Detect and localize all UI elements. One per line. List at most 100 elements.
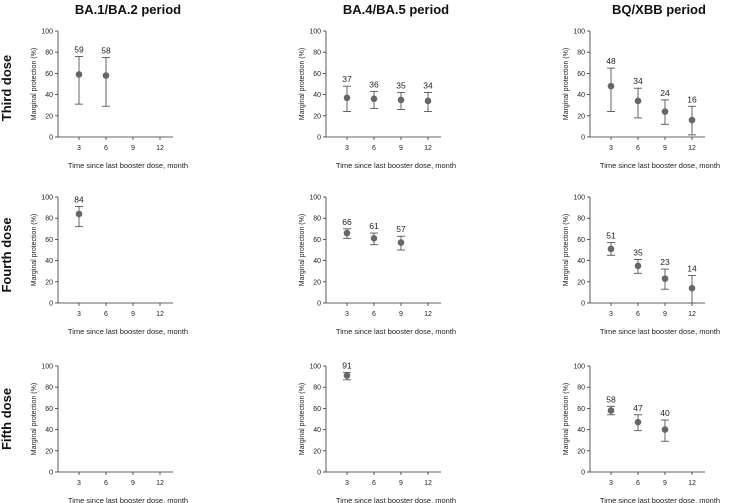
x-tick-label: 6 [372, 145, 376, 152]
data-label: 91 [342, 360, 352, 370]
data-label: 66 [342, 217, 352, 227]
y-tick-label: 80 [577, 385, 585, 392]
y-tick-label: 20 [45, 113, 53, 120]
x-axis-title: Time since last booster dose, month [68, 496, 188, 503]
x-tick-label: 12 [424, 311, 432, 318]
data-point [75, 210, 83, 218]
data-point [607, 245, 615, 253]
panel-fourth-dose-ba4-ba5: 0 20 40 60 80 100 3 6 9 12 Marginal protection (%)… [299, 195, 456, 337]
data-point [397, 239, 405, 246]
x-tick-label: 9 [663, 145, 667, 152]
row-title-fifth-dose: Fifth dose [0, 388, 14, 450]
data-point [634, 262, 642, 270]
data-label: 24 [660, 88, 670, 98]
x-tick-label: 9 [131, 145, 135, 152]
x-axis-title: Time since last booster dose, month [336, 496, 456, 503]
x-tick-label: 12 [156, 145, 164, 152]
data-label: 48 [606, 56, 616, 66]
y-tick-label: 20 [45, 279, 53, 286]
y-axis-title: Marginal protection (%) [31, 48, 38, 120]
x-tick-label: 12 [156, 311, 164, 318]
data-point [688, 116, 696, 124]
x-tick-label: 12 [156, 480, 164, 487]
y-tick-label: 40 [45, 92, 53, 99]
panel-fourth-dose-ba1-ba2: 0 20 40 60 80 100 3 6 9 12 Marginal protection (%)… [31, 195, 188, 337]
panel-third-dose-bq-xbb: 0 20 40 60 80 100 3 6 9 12 Marginal protection (%)… [563, 29, 720, 171]
y-axis-title: Marginal protection (%) [563, 48, 570, 120]
x-axis-title: Time since last booster dose, month [336, 161, 456, 170]
data-point [343, 229, 351, 237]
y-tick-label: 100 [309, 195, 321, 202]
y-tick-label: 60 [313, 237, 321, 244]
y-axis-title: Marginal protection (%) [31, 214, 38, 286]
row-title-third-dose: Third dose [0, 55, 14, 121]
data-label: 40 [660, 408, 670, 418]
x-axis-title: Time since last booster dose, month [336, 327, 456, 336]
x-tick-label: 3 [345, 145, 349, 152]
y-tick-label: 100 [41, 195, 53, 202]
y-axis-title: Marginal protection (%) [563, 214, 570, 286]
data-point [370, 235, 378, 242]
y-tick-label: 60 [577, 237, 585, 244]
y-tick-label: 100 [573, 195, 585, 202]
x-tick-label: 9 [399, 480, 403, 487]
data-point [634, 418, 642, 426]
column-title-ba4-ba5: BA.4/BA.5 period [343, 2, 449, 17]
data-point [661, 108, 669, 115]
y-tick-label: 80 [577, 50, 585, 57]
y-tick-label: 20 [313, 113, 321, 120]
x-axis-title: Time since last booster dose, month [600, 496, 720, 503]
y-tick-label: 20 [313, 279, 321, 286]
y-tick-label: 0 [317, 470, 321, 477]
y-tick-label: 80 [45, 50, 53, 57]
y-tick-label: 100 [41, 364, 53, 371]
panel-third-dose-ba1-ba2: 0 20 40 60 80 100 3 6 9 12 Marginal protection (%)… [31, 29, 188, 171]
x-tick-label: 6 [636, 480, 640, 487]
data-label: 37 [342, 74, 352, 84]
data-point [634, 97, 642, 105]
x-axis-title: Time since last booster dose, month [600, 327, 720, 336]
column-title-bq-xbb: BQ/XBB period [612, 2, 706, 17]
x-tick-label: 3 [609, 480, 613, 487]
x-tick-label: 12 [424, 145, 432, 152]
data-label: 58 [101, 46, 111, 56]
x-tick-label: 6 [104, 145, 108, 152]
x-tick-label: 12 [688, 480, 696, 487]
y-tick-label: 40 [45, 427, 53, 434]
x-tick-label: 6 [104, 311, 108, 318]
y-axis-title: Marginal protection (%) [299, 214, 306, 286]
x-tick-label: 12 [688, 311, 696, 318]
data-point [370, 95, 378, 103]
y-axis-title: Marginal protection (%) [31, 383, 38, 455]
y-tick-label: 60 [45, 71, 53, 78]
x-tick-label: 9 [663, 480, 667, 487]
x-tick-label: 12 [688, 145, 696, 152]
x-tick-label: 6 [636, 145, 640, 152]
y-tick-label: 80 [45, 385, 53, 392]
data-point [397, 96, 405, 104]
y-tick-label: 100 [41, 29, 53, 36]
data-point [607, 82, 615, 90]
y-tick-label: 60 [45, 406, 53, 413]
x-tick-label: 6 [636, 311, 640, 318]
data-point [661, 426, 669, 433]
y-axis-title: Marginal protection (%) [563, 383, 570, 455]
y-tick-label: 40 [45, 258, 53, 265]
x-tick-label: 3 [345, 311, 349, 318]
y-tick-label: 40 [577, 427, 585, 434]
data-point [661, 275, 669, 282]
data-label: 57 [396, 224, 406, 234]
x-tick-label: 6 [104, 480, 108, 487]
y-tick-label: 100 [573, 29, 585, 36]
data-point [607, 407, 615, 414]
panel-fifth-dose-bq-xbb: 0 20 40 60 80 100 3 6 9 12 Marginal protection (%)… [563, 364, 720, 503]
y-tick-label: 100 [573, 364, 585, 371]
x-tick-label: 3 [345, 480, 349, 487]
y-tick-label: 100 [309, 364, 321, 371]
data-point [424, 97, 432, 105]
x-axis-title: Time since last booster dose, month [68, 161, 188, 170]
data-label: 61 [369, 221, 379, 231]
x-tick-label: 9 [131, 480, 135, 487]
